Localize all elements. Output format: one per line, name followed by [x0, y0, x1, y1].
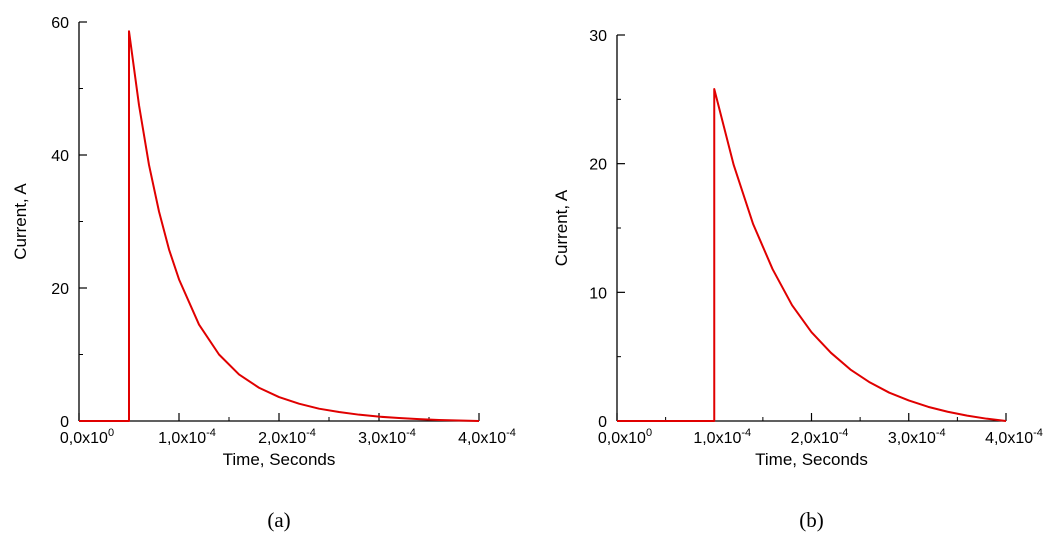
x-tick-exponent: -4 — [741, 427, 751, 439]
x-tick-exponent: -4 — [406, 427, 416, 439]
panel-caption: (b) — [799, 508, 824, 532]
x-tick-mantissa: 3,0x10 — [358, 430, 406, 447]
panel-caption: (a) — [267, 508, 290, 532]
x-tick-label: 4,0x10-4 — [458, 427, 516, 447]
x-tick-mantissa: 2,0x10 — [258, 430, 306, 447]
x-tick-mantissa: 4,0x10 — [458, 430, 506, 447]
y-tick-label: 0 — [60, 414, 69, 431]
x-tick-exponent: 0 — [646, 427, 652, 439]
x-tick-label: 1,0x10-4 — [158, 427, 216, 447]
y-tick-label: 60 — [51, 15, 69, 32]
x-tick-exponent: -4 — [206, 427, 216, 439]
x-tick-mantissa: 1,0x10 — [158, 430, 206, 447]
y-tick-label: 30 — [589, 28, 607, 45]
x-tick-exponent: -4 — [839, 427, 849, 439]
x-tick-label: 3,0x10-4 — [888, 427, 946, 447]
x-tick-label: 3,0x10-4 — [358, 427, 416, 447]
x-tick-exponent: -4 — [306, 427, 316, 439]
x-tick-mantissa: 2,0x10 — [791, 430, 839, 447]
x-tick-label: 2,0x10-4 — [791, 427, 849, 447]
x-tick-mantissa: 1,0x10 — [693, 430, 741, 447]
y-tick-label: 0 — [598, 414, 607, 431]
y-axis-label: Current, A — [11, 183, 30, 260]
x-tick-label: 0,0x100 — [60, 427, 114, 447]
x-tick-label: 0,0x100 — [598, 427, 652, 447]
x-tick-mantissa: 0,0x10 — [60, 430, 108, 447]
y-tick-label: 20 — [51, 281, 69, 298]
x-tick-mantissa: 4,0x10 — [985, 430, 1033, 447]
series-line — [617, 88, 1007, 422]
x-tick-label: 2,0x10-4 — [258, 427, 316, 447]
x-tick-exponent: -4 — [506, 427, 516, 439]
x-tick-exponent: -4 — [936, 427, 946, 439]
x-tick-label: 4,0x10-4 — [985, 427, 1043, 447]
x-tick-mantissa: 0,0x10 — [598, 430, 646, 447]
y-tick-label: 40 — [51, 148, 69, 165]
x-tick-exponent: -4 — [1033, 427, 1043, 439]
series-line — [79, 30, 480, 422]
x-tick-mantissa: 3,0x10 — [888, 430, 936, 447]
x-tick-exponent: 0 — [108, 427, 114, 439]
x-axis-label: Time, Seconds — [223, 450, 336, 469]
y-tick-label: 20 — [589, 157, 607, 174]
x-axis-label: Time, Seconds — [755, 450, 868, 469]
x-tick-label: 1,0x10-4 — [693, 427, 751, 447]
y-tick-label: 10 — [589, 285, 607, 302]
y-axis-label: Current, A — [552, 189, 571, 266]
